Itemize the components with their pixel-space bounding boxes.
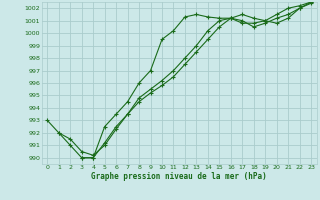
- X-axis label: Graphe pression niveau de la mer (hPa): Graphe pression niveau de la mer (hPa): [91, 172, 267, 181]
